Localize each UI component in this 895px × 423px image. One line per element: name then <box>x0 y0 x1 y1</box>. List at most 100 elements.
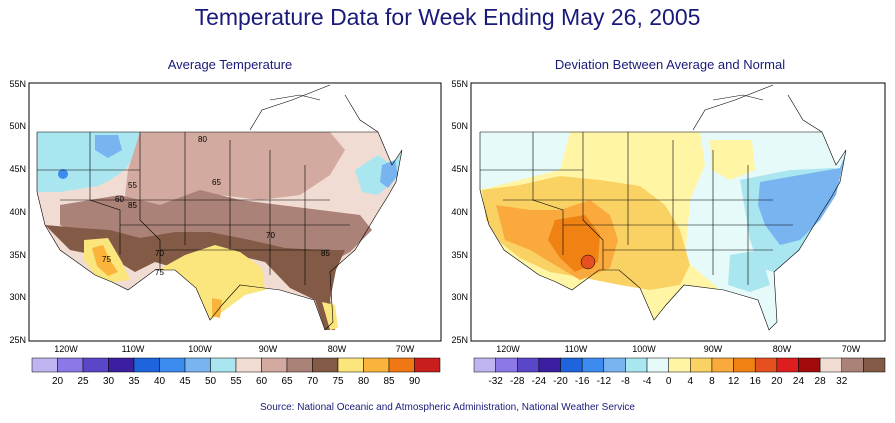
legend-label: 12 <box>728 376 740 387</box>
left-lon-120w: 120W <box>54 344 78 354</box>
right-lon-axis: 120W 110W 100W 90W 80W 70W <box>496 344 861 354</box>
left-region-northeast-cool <box>355 152 402 195</box>
right-lon-70w: 70W <box>842 344 861 354</box>
legend-swatch <box>690 357 713 373</box>
left-lon-axis: 120W 110W 100W 90W 80W 70W <box>54 344 415 354</box>
left-legend-labels: 20 25 30 35 40 45 50 55 60 65 70 75 80 85 90 <box>52 376 421 387</box>
legend-swatch <box>261 357 288 373</box>
right-lat-55n: 55N <box>451 79 468 89</box>
legend-swatch <box>495 357 518 373</box>
source-note: Source: National Oceanic and Atmospheric… <box>259 402 635 413</box>
right-lat-50n: 50N <box>451 121 468 131</box>
legend-label: 24 <box>793 376 805 387</box>
legend-swatch <box>210 357 237 373</box>
left-region-florida-hot <box>322 302 338 330</box>
left-contour-labels: 80 65 55 60 85 70 70 85 75 75 <box>102 135 330 277</box>
legend-swatch <box>819 357 842 373</box>
legend-swatch <box>668 357 691 373</box>
legend-label: 16 <box>750 376 762 387</box>
legend-swatch <box>776 357 799 373</box>
legend-swatch <box>57 357 84 373</box>
left-contour-label: 60 <box>115 195 124 204</box>
right-lat-35n: 35N <box>451 250 468 260</box>
left-region-texas-hot <box>158 245 265 320</box>
legend-swatch <box>184 357 211 373</box>
left-contour-label: 85 <box>128 201 137 210</box>
legend-label: -20 <box>553 376 568 387</box>
legend-swatch <box>581 357 605 373</box>
legend-swatch <box>841 357 864 373</box>
legend-label: 28 <box>815 376 827 387</box>
legend-label: -8 <box>621 376 630 387</box>
left-lat-axis: 55N 50N 45N 40N 35N 30N 25N <box>9 79 26 345</box>
right-legend: -32 -28 -24 -20 -16 -12 -8 -4 0 4 8 12 16 20 24 28 32 <box>473 357 886 387</box>
left-contour-label: 75 <box>155 268 164 277</box>
legend-swatch <box>538 357 561 373</box>
left-lon-80w: 80W <box>328 344 347 354</box>
legend-label: 25 <box>77 376 89 387</box>
left-lon-70w: 70W <box>396 344 415 354</box>
right-lat-axis: 55N 50N 45N 40N 35N 30N 25N <box>451 79 468 345</box>
left-lat-55n: 55N <box>9 79 26 89</box>
right-lat-40n: 40N <box>451 207 468 217</box>
left-lat-50n: 50N <box>9 121 26 131</box>
right-legend-labels: -32 -28 -24 -20 -16 -12 -8 -4 0 4 8 12 16 20 24 28 32 <box>488 376 847 387</box>
legend-swatch <box>625 357 648 373</box>
legend-label: 8 <box>709 376 715 387</box>
legend-swatch <box>517 357 540 373</box>
right-map-boundaries <box>479 84 847 331</box>
right-lon-100w: 100W <box>632 344 656 354</box>
left-contour-label: 75 <box>102 255 111 264</box>
legend-label: 85 <box>383 376 395 387</box>
right-legend-swatches <box>473 357 886 373</box>
legend-label: -16 <box>575 376 590 387</box>
legend-label: 60 <box>256 376 268 387</box>
legend-swatch <box>754 357 778 373</box>
legend-swatch <box>82 357 109 373</box>
left-lon-90w: 90W <box>259 344 278 354</box>
legend-label: 32 <box>836 376 848 387</box>
deviation-map: 55N 50N 45N 40N 35N 30N 25N 120W 110W 10… <box>451 79 886 387</box>
legend-label: -32 <box>488 376 503 387</box>
legend-label: 80 <box>358 376 370 387</box>
left-lat-30n: 30N <box>9 292 26 302</box>
legend-swatch <box>603 357 626 373</box>
right-lat-25n: 25N <box>451 335 468 345</box>
left-contour-label: 85 <box>321 249 330 258</box>
right-lon-90w: 90W <box>704 344 723 354</box>
right-region-east-cooler <box>758 152 846 245</box>
left-lat-40n: 40N <box>9 207 26 217</box>
legend-swatch <box>235 357 262 373</box>
legend-label: -24 <box>532 376 547 387</box>
legend-swatch <box>388 357 415 373</box>
right-region-upper-midwest-yellow <box>710 140 755 180</box>
left-region-plains-tan <box>125 132 345 215</box>
legend-swatch <box>733 357 756 373</box>
right-region-hottest-spot <box>580 254 596 270</box>
legend-swatch <box>560 357 583 373</box>
left-lat-35n: 35N <box>9 250 26 260</box>
legend-label: 40 <box>154 376 166 387</box>
left-region-southwest-hotter <box>92 245 118 276</box>
legend-swatch <box>286 357 313 373</box>
legend-label: 35 <box>128 376 140 387</box>
legend-label: 45 <box>179 376 191 387</box>
right-map-fills <box>480 132 846 330</box>
legend-label: 55 <box>230 376 242 387</box>
left-lat-25n: 25N <box>9 335 26 345</box>
legend-swatch <box>133 357 160 373</box>
right-lon-80w: 80W <box>773 344 792 354</box>
left-contour-label: 55 <box>128 181 137 190</box>
legend-swatch <box>646 357 669 373</box>
legend-label: 50 <box>205 376 217 387</box>
legend-swatch <box>414 357 441 373</box>
legend-label: 70 <box>307 376 319 387</box>
legend-label: 20 <box>52 376 64 387</box>
left-map-boundaries <box>36 84 403 331</box>
right-lat-45n: 45N <box>451 164 468 174</box>
legend-label: 30 <box>103 376 115 387</box>
page-title: Temperature Data for Week Ending May 26,… <box>194 4 701 30</box>
legend-label: 4 <box>688 376 694 387</box>
legend-swatch <box>159 357 186 373</box>
